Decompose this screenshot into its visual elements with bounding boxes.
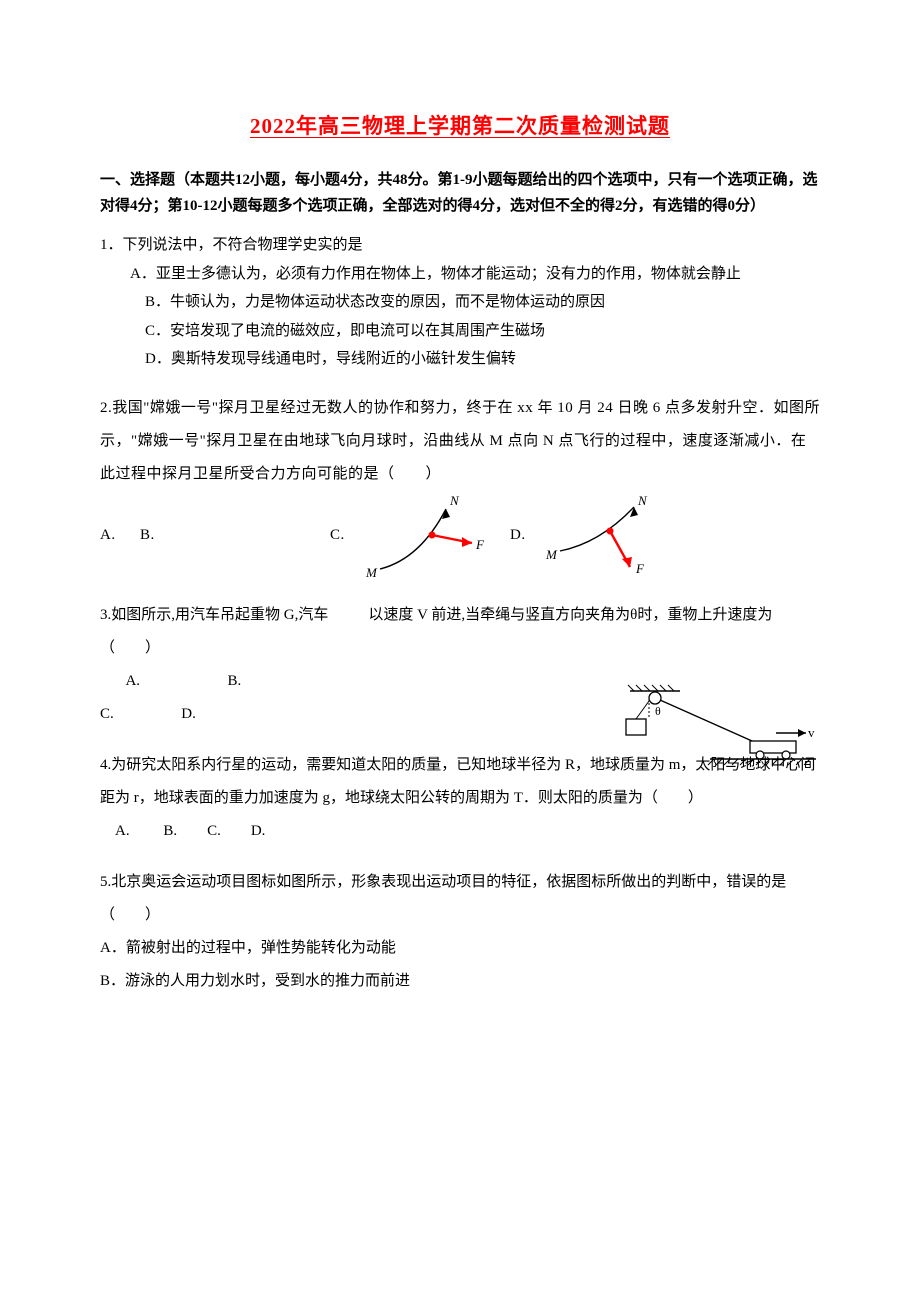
q2d-label-m: M — [545, 547, 558, 562]
q2-opt-b: B. — [140, 519, 330, 552]
q2c-label-f: F — [475, 537, 485, 552]
q5-stem: 5.北京奥运会运动项目图标如图所示，形象表现出运动项目的特征，依据图标所做出的判… — [100, 866, 820, 932]
q3-opt-b: B. — [228, 673, 242, 689]
question-2: 2.我国"嫦娥一号"探月卫星经过无数人的协作和努力，终于在 xx 年 10 月 … — [100, 392, 820, 581]
q3-weight-box — [626, 719, 646, 735]
q2-opt-c: C. — [330, 519, 360, 552]
q1-option-c: C．安培发现了电流的磁效应，即电流可以在其周围产生磁场 — [100, 317, 820, 346]
q3-v-label: v — [808, 725, 815, 740]
q3-car-body — [750, 741, 796, 753]
q1-option-b: B．牛顿认为，力是物体运动状态改变的原因，而不是物体运动的原因 — [100, 288, 820, 317]
exam-page: 2022年高三物理上学期第二次质量检测试题 一、选择题（本题共12小题，每小题4… — [0, 0, 920, 1302]
q3-stem: 3.如图所示,用汽车吊起重物 G,汽车以速度 V 前进,当牵绳与竖直方向夹角为θ… — [100, 599, 820, 665]
q2c-curve — [380, 509, 446, 569]
q2-diagram-d: N F M — [540, 491, 690, 581]
q5-option-a: A．箭被射出的过程中，弹性势能转化为动能 — [100, 932, 820, 965]
q3-theta-label: θ — [655, 704, 661, 718]
q2d-curve-arrow — [630, 507, 638, 517]
q2c-label-m: M — [365, 565, 378, 580]
q3-v-arrow-head — [798, 729, 806, 737]
question-5: 5.北京奥运会运动项目图标如图所示，形象表现出运动项目的特征，依据图标所做出的判… — [100, 866, 820, 998]
q3-ground-hatch — [708, 759, 810, 765]
q3-diagram: θ v — [600, 683, 820, 771]
question-1: 1．下列说法中，不符合物理学史实的是 A．亚里士多德认为，必须有力作用在物体上，… — [100, 231, 820, 374]
q2-diagram-c: N F M — [360, 491, 510, 581]
q2d-label-n: N — [637, 493, 648, 508]
q2-stem: 2.我国"嫦娥一号"探月卫星经过无数人的协作和努力，终于在 xx 年 10 月 … — [100, 392, 820, 491]
q1-stem: 1．下列说法中，不符合物理学史实的是 — [100, 231, 820, 260]
section-instructions: 一、选择题（本题共12小题，每小题4分，共48分。第1-9小题每题给出的四个选项… — [100, 168, 820, 219]
q1-option-a: A．亚里士多德认为，必须有力作用在物体上，物体才能运动；没有力的作用，物体就会静… — [100, 260, 820, 289]
q2d-label-f: F — [635, 561, 645, 576]
q2d-curve — [560, 507, 634, 551]
q3-opt-c: C. — [100, 706, 114, 722]
q3-stem-before: 3.如图所示,用汽车吊起重物 G,汽车 — [100, 607, 328, 623]
question-3: 3.如图所示,用汽车吊起重物 G,汽车以速度 V 前进,当牵绳与竖直方向夹角为θ… — [100, 599, 820, 731]
q3-opt-d: D. — [181, 706, 196, 722]
q3-opt-a: A. — [125, 673, 140, 689]
q1-option-d: D．奥斯特发现导线通电时，导线附近的小磁针发生偏转 — [100, 345, 820, 374]
q5-option-b: B．游泳的人用力划水时，受到水的推力而前进 — [100, 965, 820, 998]
q2-opt-a: A. — [100, 519, 140, 552]
q2-options-row: A. B. C. N F M D. N — [100, 491, 820, 581]
q2c-label-n: N — [449, 493, 460, 508]
q4-options: A. B. C. D. — [100, 815, 820, 848]
q2-opt-d: D. — [510, 519, 540, 552]
q3-car-wheel-1 — [756, 751, 764, 759]
q3-pulley — [649, 692, 661, 704]
q3-car-wheel-2 — [782, 751, 790, 759]
q3-rope-to-box — [636, 701, 649, 719]
exam-title: 2022年高三物理上学期第二次质量检测试题 — [100, 110, 820, 140]
